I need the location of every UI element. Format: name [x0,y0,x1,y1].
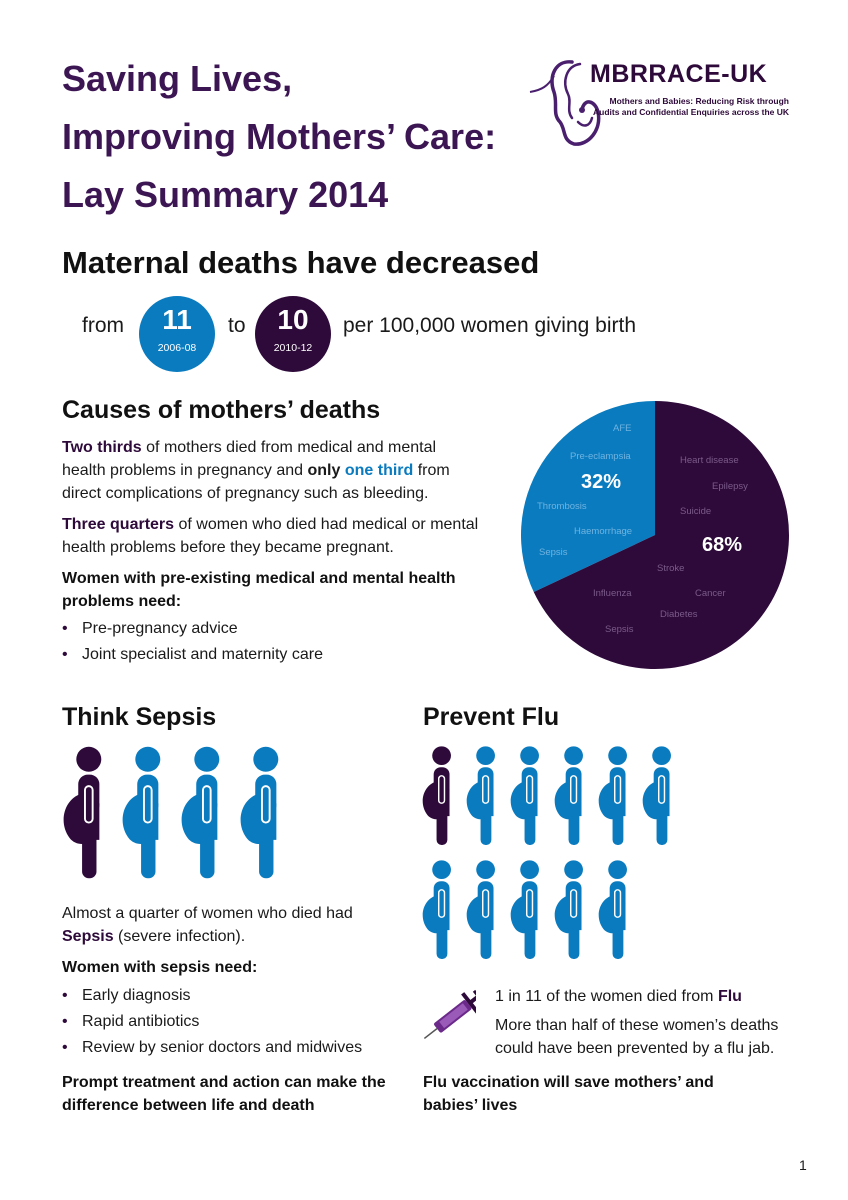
causes-heading: Causes of mothers’ deaths [62,396,381,424]
pregnant-woman-icon [640,745,676,852]
causes-paragraph-1: Two thirds of mothers died from medical … [62,436,482,505]
bullet-icon: • [62,987,68,1004]
flu-figures [420,745,690,970]
list-item: • Review by senior doctors and midwives [62,1035,402,1061]
pregnant-woman-icon [508,745,544,852]
list-item-text: Review by senior doctors and midwives [82,1039,363,1056]
bullet-icon: • [62,1013,68,1030]
before-rate-value: 11 [162,304,192,335]
causes-paragraph-2: Three quarters of women who died had med… [62,513,482,559]
p2-text: of women who died had medical or mental … [62,516,479,556]
list-item-text: Rapid antibiotics [82,1013,200,1030]
pie-label-68-percent: 68% [702,534,743,556]
pie-label-heart-disease: Heart disease [680,455,739,466]
sepsis-description: Almost a quarter of women who died had S… [62,902,392,948]
logo-wordmark: MBRRACE-UK [590,60,768,88]
sepsis-conclusion: Prompt treatment and action can make the… [62,1074,386,1114]
causes-pie-chart: AFE Pre-eclampsia 32% Thrombosis Haemorr… [520,400,790,670]
pregnant-woman-icon [508,859,544,966]
page-title: Saving Lives, Improving Mothers’ Care: L… [62,50,532,224]
flu-stat-text: 1 in 11 of the women died from [495,988,718,1005]
deaths-heading: Maternal deaths have decreased [62,245,540,280]
pie-label-32-percent: 32% [581,471,622,493]
logo-tagline-2: Audits and Confidential Enquiries across… [593,107,789,117]
logo-tagline-1: Mothers and Babies: Reducing Risk throug… [609,96,789,106]
sepsis-needs-list: • Early diagnosis • Rapid antibiotics • Rev… [62,983,402,1061]
pregnant-woman-icon [596,745,632,852]
pre-existing-needs-list: • Pre-pregnancy advice • Joint specialist … [62,616,482,668]
pie-label-epilepsy: Epilepsy [712,481,748,492]
page-number: 1 [799,1157,807,1173]
title-line-3: Lay Summary 2014 [62,174,389,215]
pregnant-woman-icon [60,745,108,886]
pregnant-woman-icon [420,859,456,966]
pie-slice-32 [521,401,655,593]
bullet-icon: • [62,646,68,663]
bullet-icon: • [62,620,68,637]
flu-heading: Prevent Flu [423,703,560,731]
pie-label-sepsis-blue: Sepsis [539,547,568,558]
after-rate-circle: 10 2010-12 [255,296,331,372]
pregnant-woman-icon [464,859,500,966]
mother-baby-logo-icon [529,60,601,146]
pie-label-haemorrhage: Haemorrhage [574,526,633,537]
two-thirds-emphasis: Two thirds [62,439,142,456]
causes-pie-svg [521,401,789,669]
flu-stat: 1 in 11 of the women died from Flu [495,985,805,1008]
pie-label-thrombosis: Thrombosis [537,501,587,512]
before-rate-circle: 11 2006-08 [139,296,215,372]
pie-label-afe: AFE [613,423,632,434]
pregnant-woman-icon [552,859,588,966]
pregnant-woman-icon [552,745,588,852]
syringe-icon [423,989,476,1040]
pie-label-suicide: Suicide [680,506,712,517]
pie-label-stroke: Stroke [657,563,685,574]
title-line-2: Improving Mothers’ Care: [62,116,497,157]
to-label: to [228,314,246,337]
only-emphasis: only [307,462,341,479]
title-line-1: Saving Lives, [62,58,293,99]
before-rate-period: 2006-08 [157,342,197,354]
pie-label-influenza: Influenza [593,588,632,599]
flu-term: Flu [717,988,742,1005]
pregnant-woman-icon [119,745,167,886]
list-item-text: Joint specialist and maternity care [82,646,323,663]
flu-conclusion: Flu vaccination will save mothers’ and b… [423,1074,714,1114]
sepsis-needs-heading: Women with sepsis need: [62,959,258,976]
bullet-icon: • [62,1039,68,1056]
pregnant-woman-icon [464,745,500,852]
p1-text-2: from direct complications of pregnancy s… [62,462,450,502]
flu-prevent-text: More than half of these women’s deaths c… [495,1017,779,1057]
sepsis-heading: Think Sepsis [62,703,217,731]
sepsis-term: Sepsis [62,928,114,945]
rate-text: per 100,000 women giving birth [343,314,637,337]
pie-label-sepsis-purple: Sepsis [605,624,634,635]
one-third-emphasis: one third [344,462,414,479]
p1-text-1: of mothers died from medical and mental … [62,439,437,479]
sepsis-desc-text: Almost a quarter of women who died had [62,905,353,922]
pie-label-pre-eclampsia: Pre-eclampsia [570,451,631,462]
pie-label-diabetes: Diabetes [660,609,698,620]
pregnant-woman-icon [596,859,632,966]
pregnant-woman-icon [237,745,285,886]
after-rate-value: 10 [277,304,309,335]
pie-label-cancer: Cancer [695,588,726,599]
three-quarters-emphasis: Three quarters [62,516,175,533]
pie-slice-68 [533,401,789,669]
pregnant-woman-icon [420,745,456,852]
after-rate-period: 2010-12 [273,342,313,354]
from-label: from [82,314,124,337]
list-item-text: Early diagnosis [82,987,191,1004]
pre-existing-needs-heading: Women with pre-existing medical and ment… [62,570,456,610]
sepsis-figures [60,745,300,885]
list-item: • Joint specialist and maternity care [62,642,482,668]
logo-tagline: Mothers and Babies: Reducing Risk throug… [584,96,789,118]
list-item: • Early diagnosis [62,983,402,1009]
sepsis-desc-after: (severe infection). [113,928,246,945]
list-item: • Pre-pregnancy advice [62,616,482,642]
mbrrace-logo: MBRRACE-UK Mothers and Babies: Reducing … [528,56,808,148]
list-item: • Rapid antibiotics [62,1009,402,1035]
pregnant-woman-icon [178,745,226,886]
list-item-text: Pre-pregnancy advice [82,620,238,637]
